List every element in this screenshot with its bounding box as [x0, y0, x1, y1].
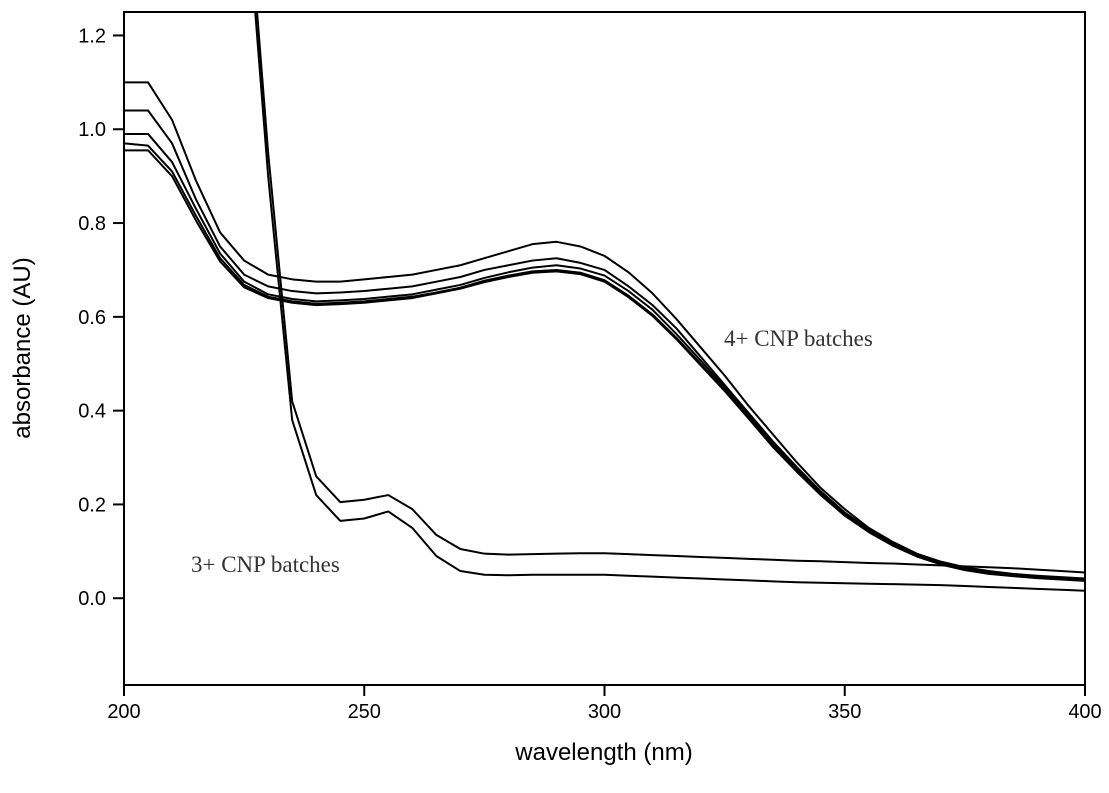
annotation: 4+ CNP batches — [724, 326, 873, 351]
spectrum-line — [254, 12, 1085, 592]
annotation: 3+ CNP batches — [191, 552, 340, 577]
x-tick-label: 200 — [107, 701, 140, 723]
x-tick-label: 350 — [828, 701, 861, 723]
x-tick-label: 400 — [1068, 701, 1101, 723]
y-tick-label: 0.2 — [78, 494, 106, 516]
spectrum-line — [256, 12, 1085, 574]
x-tick-label: 250 — [348, 701, 381, 723]
x-axis-label: wavelength (nm) — [514, 739, 692, 766]
y-tick-label: 0.4 — [78, 401, 106, 423]
plot-frame — [123, 11, 1086, 686]
x-tick-label: 300 — [588, 701, 621, 723]
lines — [124, 12, 1085, 592]
spectrum-line — [124, 142, 1085, 582]
y-tick-label: 0.8 — [78, 213, 106, 235]
y-tick-label: 0.0 — [78, 588, 106, 610]
y-tick-label: 1.0 — [78, 119, 106, 141]
y-axis-label: absorbance (AU) — [9, 257, 36, 438]
y-tick-label: 0.6 — [78, 307, 106, 329]
y-tick-label: 1.2 — [78, 25, 106, 47]
spectrum-line — [124, 132, 1085, 581]
spectrum-line — [124, 149, 1085, 582]
